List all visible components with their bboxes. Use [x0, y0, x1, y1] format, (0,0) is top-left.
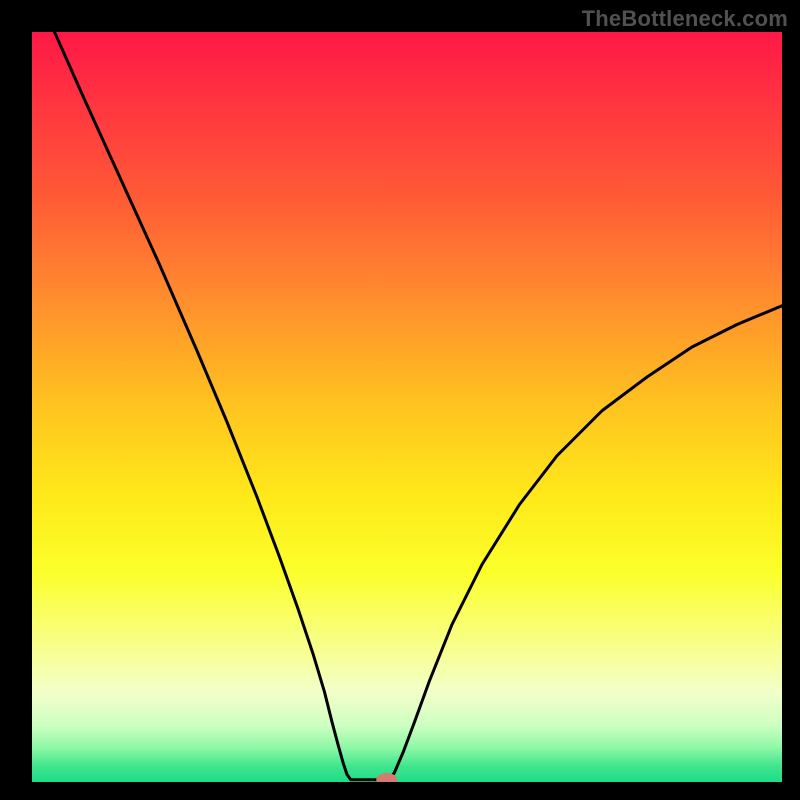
- plot-background: [32, 32, 782, 782]
- chart-frame: TheBottleneck.com: [0, 0, 800, 800]
- plot-svg: [32, 32, 782, 782]
- watermark-text: TheBottleneck.com: [582, 6, 788, 32]
